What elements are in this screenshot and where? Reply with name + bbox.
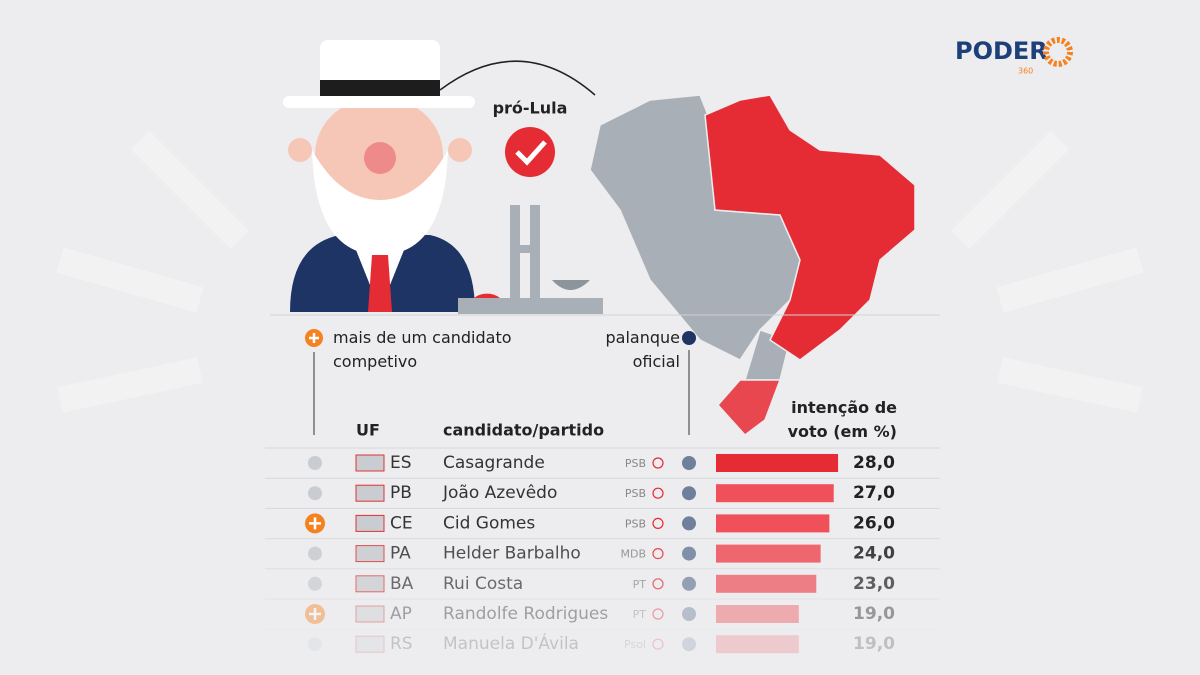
value-label: 26,0	[853, 513, 895, 533]
marker	[308, 637, 322, 652]
bar	[716, 454, 839, 472]
value-label: 19,0	[853, 604, 895, 624]
official-legend: palanque oficial	[605, 328, 681, 371]
value-header-box: intenção de voto (em %)	[787, 398, 897, 441]
party-icon	[652, 457, 664, 469]
candidate: Randolfe Rodrigues	[443, 604, 608, 624]
candidate: João Azevêdo	[442, 483, 557, 503]
official-dot	[682, 516, 696, 531]
party-icon	[652, 608, 664, 620]
row: AP Randolfe Rodrigues PT 19,0	[265, 598, 940, 624]
value-label: 28,0	[853, 453, 895, 473]
competitive-plus	[309, 517, 321, 530]
uf: CE	[390, 513, 413, 533]
flag	[355, 635, 385, 653]
marker	[308, 576, 322, 591]
marker	[308, 546, 322, 561]
official-legend-box: palanque oficial	[605, 328, 681, 371]
competitive-plus	[309, 608, 321, 620]
row: PB João Azevêdo PSB 27,0	[265, 477, 940, 503]
party-icon	[652, 487, 664, 499]
value-label: 27,0	[853, 483, 895, 503]
official-dot	[682, 486, 696, 501]
row: ES Casagrande PSB 28,0	[265, 447, 940, 473]
party: PT	[633, 578, 647, 591]
uf: PB	[390, 483, 412, 503]
tag: pró-Lula	[493, 99, 568, 118]
party: PSB	[625, 517, 646, 530]
competitive-legend: mais de um candidato competivo	[333, 328, 512, 371]
official-dot	[682, 576, 696, 591]
bar	[716, 544, 821, 563]
competitive-legend-box: mais de um candidato competivo	[333, 328, 512, 371]
uf: PA	[390, 544, 411, 564]
uf: BA	[390, 574, 414, 594]
flag	[355, 454, 385, 472]
competitive-marker	[305, 604, 325, 624]
official-icon	[682, 331, 696, 345]
flag	[355, 605, 385, 623]
uf: RS	[390, 634, 413, 654]
illustration	[283, 40, 603, 314]
official-dot	[682, 637, 696, 652]
party: MDB	[620, 548, 646, 561]
value-label: 23,0	[853, 574, 895, 594]
party: PSB	[625, 487, 646, 500]
marker	[308, 456, 322, 470]
brand: PODER	[955, 37, 1048, 65]
value-label: 19,0	[853, 634, 895, 654]
flag	[355, 575, 385, 593]
marker	[308, 486, 322, 501]
uf: ES	[390, 453, 412, 473]
candidate: Helder Barbalho	[443, 544, 581, 564]
column-header: intenção de voto (em %)	[787, 398, 897, 441]
row: BA Rui Costa PT 23,0	[265, 568, 940, 594]
uf: AP	[390, 604, 412, 624]
rows: ES Casagrande PSB 28,0 PB João Azevêdo PSB 27,0…	[265, 447, 940, 654]
party: Psol	[624, 638, 646, 651]
bar	[716, 574, 817, 593]
party-icon	[652, 638, 664, 650]
brand-logo	[1043, 37, 1073, 67]
party-icon	[652, 517, 664, 530]
row: CE Cid Gomes PSB 26,0	[265, 507, 940, 534]
column-header: candidato/partido	[443, 421, 604, 440]
candidate: Manuela D'Ávila	[443, 632, 579, 654]
party: PSB	[625, 457, 646, 470]
value-label: 24,0	[853, 544, 895, 564]
candidate: Cid Gomes	[443, 513, 535, 533]
bar	[716, 605, 799, 623]
brand-sub: 360	[1018, 67, 1033, 76]
bar	[716, 514, 830, 533]
row: PA Helder Barbalho MDB 24,0	[265, 538, 940, 564]
official-dot	[682, 546, 696, 561]
candidate: Casagrande	[443, 453, 545, 473]
map	[589, 94, 916, 437]
bar	[716, 635, 799, 654]
party-icon	[652, 547, 664, 560]
bar	[716, 484, 834, 503]
flag	[355, 514, 385, 532]
party-icon	[652, 578, 664, 590]
candidate: Rui Costa	[443, 574, 523, 594]
competitive-plus	[309, 333, 319, 343]
flag	[355, 545, 385, 563]
flag	[355, 484, 385, 502]
column-header: UF	[356, 421, 380, 440]
background-rays	[56, 130, 1144, 413]
party: PT	[633, 608, 647, 621]
official-dot	[682, 456, 696, 470]
official-dot	[682, 607, 696, 621]
row: RS Manuela D'Ávila Psol 19,0	[265, 628, 940, 654]
